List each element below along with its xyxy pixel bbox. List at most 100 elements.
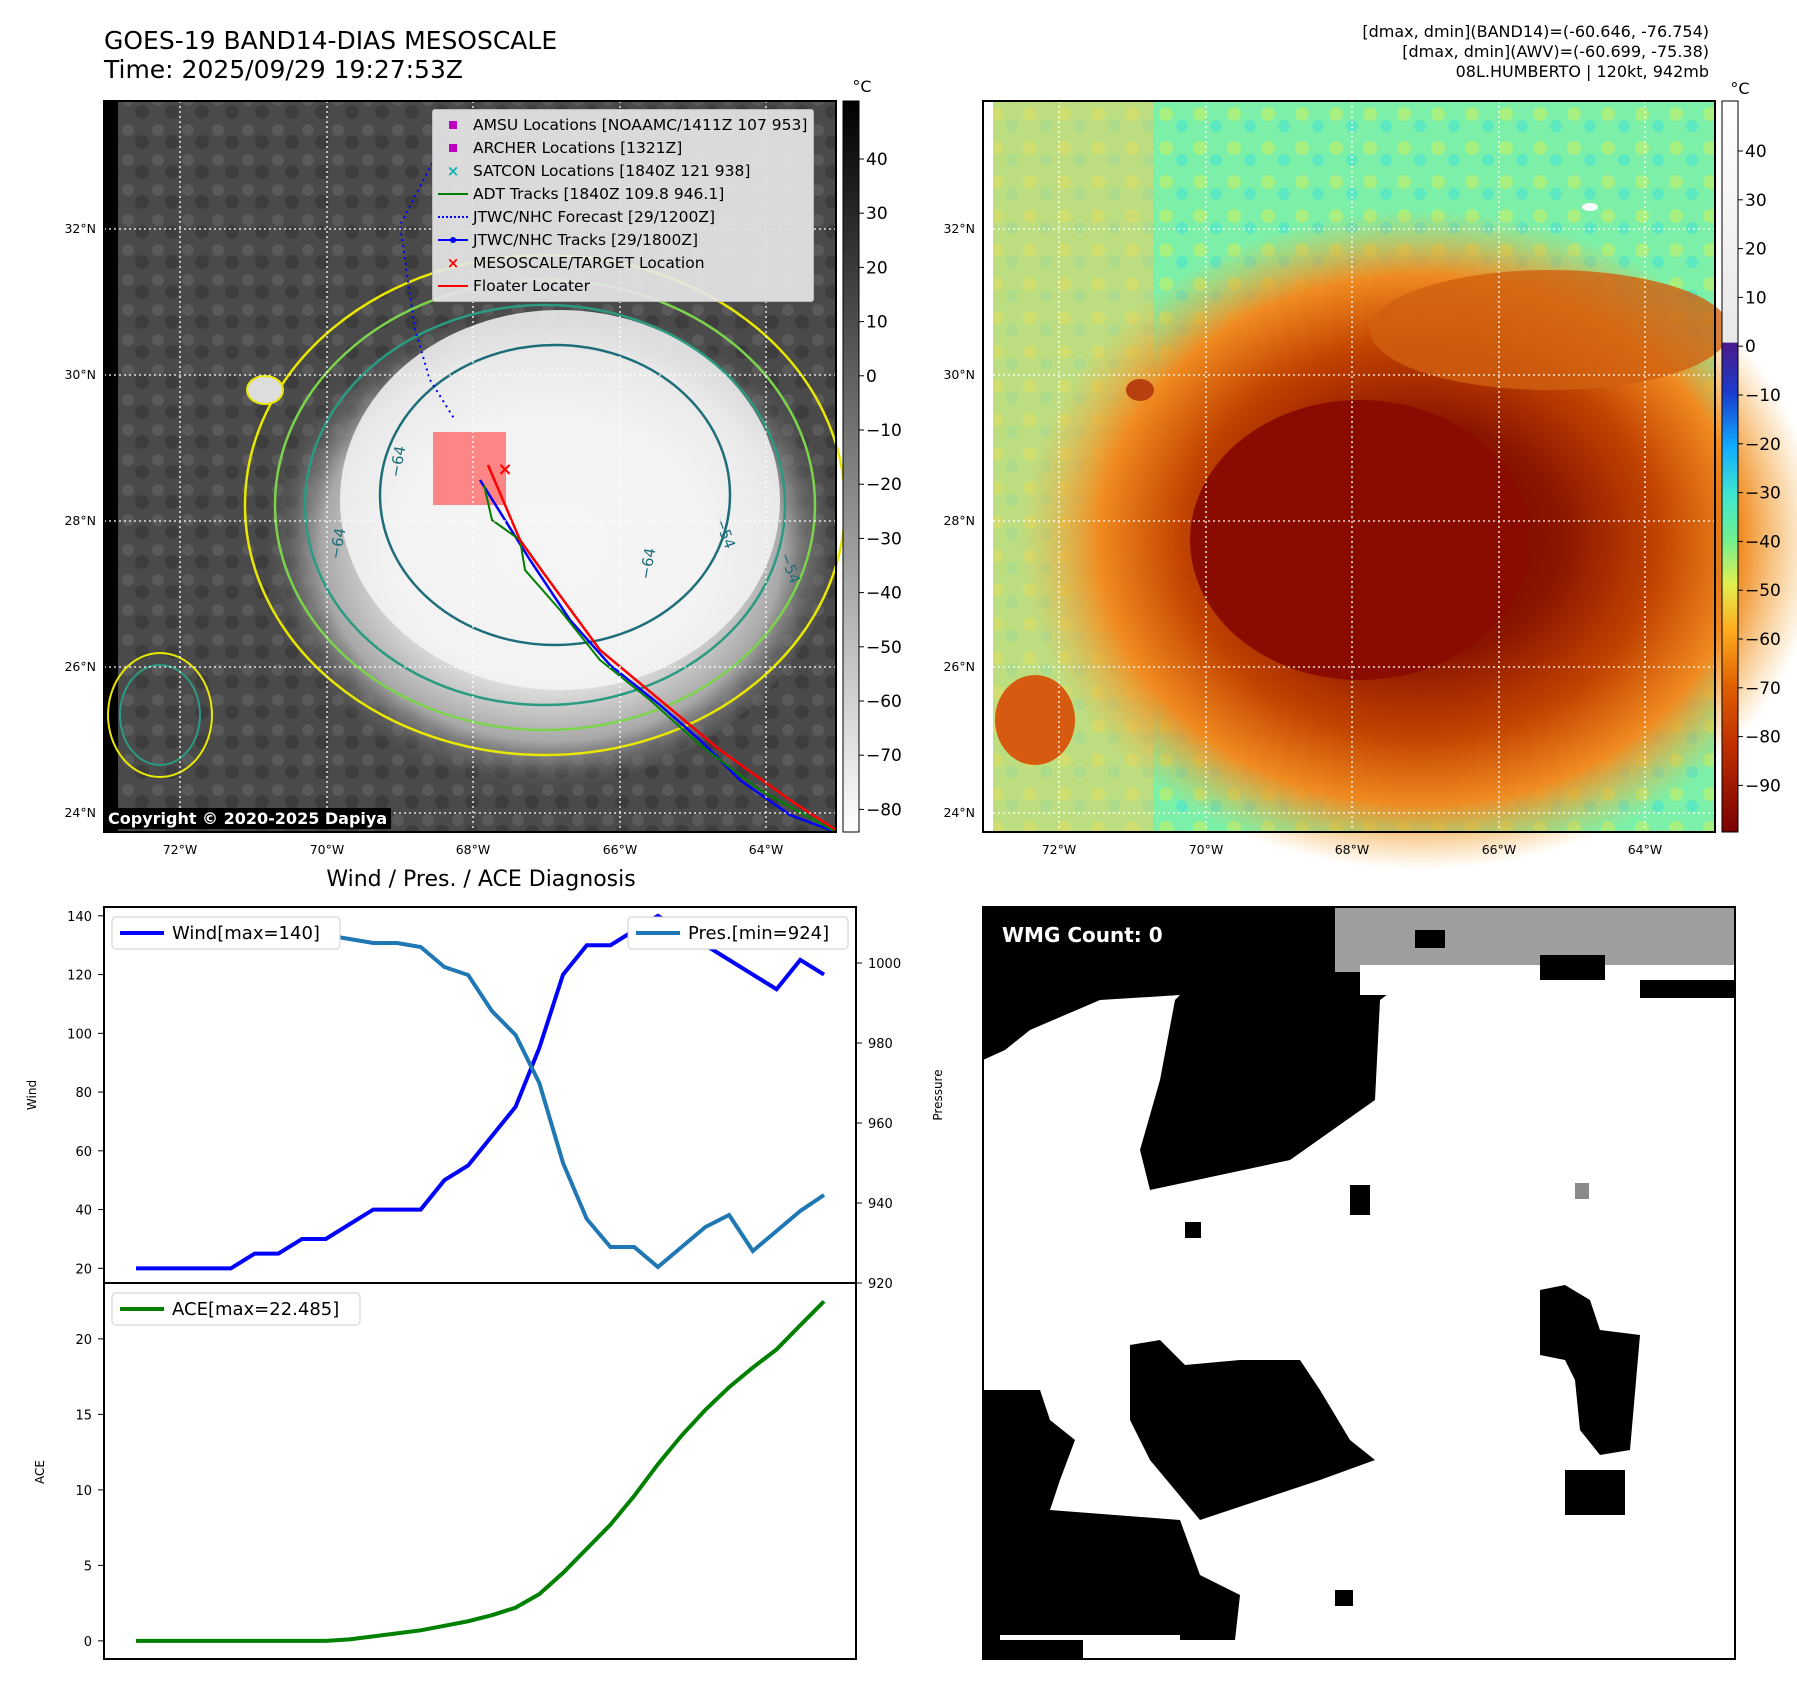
chart-legend-label: Wind[max=140] (172, 923, 320, 944)
stats-line2: [dmax, dmin](AWV)=(-60.699, -75.38) (1402, 42, 1709, 61)
lon-tick-label: 72°W (163, 842, 198, 857)
ir-colorbar-unit: °C (852, 77, 871, 96)
legend-label: ADT Tracks [1840Z 109.8 946.1] (473, 184, 725, 203)
legend-symbol (433, 215, 473, 218)
y-tick-label: 120 (67, 969, 92, 984)
legend-item: Floater Locater (433, 274, 807, 297)
y-tick-label: 1000 (868, 957, 901, 972)
lat-tick-label: 28°N (943, 513, 975, 528)
colorbar-tick-label: −60 (1745, 630, 1781, 650)
lon-tick-label: 68°W (456, 842, 491, 857)
colorbar-tick-label: −70 (1745, 679, 1781, 699)
wind-axis-label: Wind (25, 1080, 39, 1110)
wmg-count-label: WMG Count: 0 (1002, 923, 1163, 947)
lat-tick-label: 30°N (943, 367, 975, 382)
floater-track (486, 464, 837, 832)
colorbar-tick-label: −10 (1745, 386, 1781, 406)
lon-tick-label: 64°W (1628, 842, 1663, 857)
colorbar-tick-label: 40 (866, 150, 888, 170)
wind-pres-chart: 20 40 60 80 100 120 140 920 940 960 980 1000 Wind[ma… (67, 910, 901, 1292)
map-ticks: 32°N 30°N 28°N 26°N 24°N 72°W 70°W 68°W 66°W 64°W… (64, 221, 1662, 857)
colorbar-tick-label: −50 (866, 638, 902, 658)
legend-symbol: × (446, 253, 460, 272)
ace-axis-label: ACE (33, 1460, 47, 1484)
y-tick-label: 20 (75, 1333, 92, 1348)
legend-label: SATCON Locations [1840Z 121 938] (473, 161, 751, 180)
legend-item: AMSU Locations [NOAAMC/1411Z 107 953] (433, 113, 807, 136)
title-line2: Time: 2025/09/29 19:27:53Z (104, 55, 463, 84)
y-tick-label: 60 (75, 1145, 92, 1160)
colorbar-tick-label: 20 (866, 258, 888, 278)
ace-chart: 0 5 10 15 20 ACE[max=22.485] (75, 1292, 826, 1650)
lon-tick-label: 72°W (1042, 842, 1077, 857)
track-legend: AMSU Locations [NOAAMC/1411Z 107 953] ARC… (432, 109, 815, 302)
y-tick-label: 100 (67, 1027, 92, 1042)
figure-title: GOES-19 BAND14-DIAS MESOSCALE Time: 2025… (104, 26, 557, 84)
wind-pres-axes (103, 906, 857, 1284)
lon-tick-label: 70°W (1189, 842, 1224, 857)
lon-tick-label: 68°W (1335, 842, 1370, 857)
lat-tick-label: 24°N (943, 805, 975, 820)
lat-tick-label: 32°N (943, 221, 975, 236)
floater-box (433, 432, 506, 505)
y-tick-label: 20 (75, 1262, 92, 1277)
colorbar-tick-label: −30 (1745, 484, 1781, 504)
chart-legend-box (111, 916, 341, 950)
legend-item: ARCHER Locations [1321Z] (433, 136, 807, 159)
legend-item: × MESOSCALE/TARGET Location (433, 251, 807, 274)
target-marker: × (497, 459, 512, 480)
legend-symbol (433, 143, 473, 152)
legend-symbol (433, 236, 473, 243)
legend-symbol (433, 284, 473, 287)
color-colorbar-unit: °C (1730, 79, 1749, 98)
legend-symbol (433, 192, 473, 195)
color-map-panel (983, 101, 1797, 870)
colorbar-tick-label: 10 (1745, 288, 1767, 308)
y-tick-label: 140 (67, 910, 92, 925)
chart-legend-box (627, 916, 849, 950)
colorbar-tick-label: −50 (1745, 581, 1781, 601)
y-tick-label: 960 (868, 1117, 893, 1132)
contour-label: −64 (326, 526, 349, 560)
legend-item: JTWC/NHC Tracks [29/1800Z] (433, 228, 807, 251)
color-colorbar (1721, 100, 1739, 833)
colorbar-tick-label: −90 (1745, 776, 1781, 796)
colorbar-tick-label: −60 (866, 692, 902, 712)
color-gridlines (983, 101, 1715, 832)
legend-label: JTWC/NHC Forecast [29/1200Z] (473, 207, 716, 226)
legend-label: AMSU Locations [NOAAMC/1411Z 107 953] (473, 115, 808, 134)
lat-tick-label: 30°N (64, 367, 96, 382)
stats-line3: 08L.HUMBERTO | 120kt, 942mb (1455, 62, 1709, 81)
legend-symbol: × (446, 161, 460, 180)
lat-tick-label: 24°N (64, 805, 96, 820)
colorbar-tick-label: 20 (1745, 240, 1767, 260)
copyright-badge: Copyright © 2020-2025 Dapiya (104, 808, 392, 829)
legend-label: MESOSCALE/TARGET Location (473, 253, 705, 272)
colorbar-tick-label: −80 (1745, 728, 1781, 748)
colorbar-tick-label: 40 (1745, 142, 1767, 162)
colorbar-tick-label: 0 (866, 367, 877, 387)
colorbar-tick-label: 10 (866, 313, 888, 333)
series-line (136, 1299, 826, 1643)
ir-colorbar (842, 100, 860, 833)
legend-label: ARCHER Locations [1321Z] (473, 138, 683, 157)
colorbar-tick-label: −70 (866, 746, 902, 766)
legend-item: ADT Tracks [1840Z 109.8 946.1] (433, 182, 807, 205)
contour-label: −64 (636, 546, 659, 580)
lat-tick-label: 26°N (943, 659, 975, 674)
y-tick-label: 0 (84, 1635, 92, 1650)
lat-tick-label: 28°N (64, 513, 96, 528)
wmg-panel (983, 907, 1735, 1659)
lon-tick-label: 70°W (310, 842, 345, 857)
y-tick-label: 980 (868, 1037, 893, 1052)
lat-tick-label: 26°N (64, 659, 96, 674)
y-tick-label: 40 (75, 1204, 92, 1219)
colorbar-tick-label: 30 (866, 204, 888, 224)
colorbar-tick-label: −10 (866, 421, 902, 441)
ace-axes (103, 1282, 857, 1660)
stats-line1: [dmax, dmin](BAND14)=(-60.646, -76.754) (1362, 22, 1709, 41)
y-tick-label: 80 (75, 1086, 92, 1101)
lon-tick-label: 66°W (603, 842, 638, 857)
y-tick-label: 920 (868, 1277, 893, 1292)
legend-label: Floater Locater (473, 276, 590, 295)
